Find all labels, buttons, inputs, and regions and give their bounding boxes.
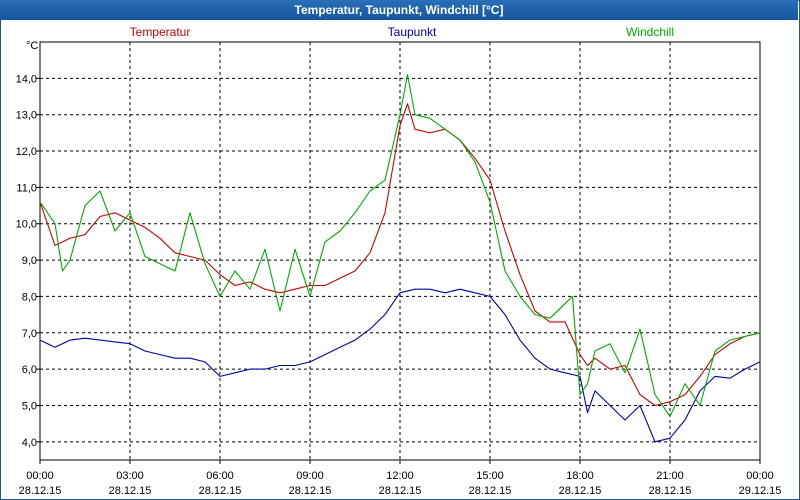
chart-title: Temperatur, Taupunkt, Windchill [°C] — [0, 0, 798, 20]
x-tick-time-label: 09:00 — [296, 470, 324, 482]
x-tick-time-label: 00:00 — [746, 470, 774, 482]
y-tick-label: 5,0 — [22, 400, 37, 412]
x-tick-time-label: 18:00 — [566, 470, 594, 482]
x-tick-date-label: 28.12.15 — [289, 485, 332, 497]
tick-labels: 4,0 5,0 6,0 7,0 8,0 9,0 10,0 11,0 12,0 13,0 14,0 00… — [16, 40, 782, 497]
x-tick-date-label: 28.12.15 — [469, 485, 512, 497]
x-tick-time-label: 12:00 — [386, 470, 414, 482]
legend-entry-windchill: Windchill — [626, 25, 674, 39]
legend-entry-temperatur: Temperatur — [130, 25, 191, 39]
series-line-windchill — [39, 74, 761, 417]
x-tick-time-label: 21:00 — [656, 470, 684, 482]
y-tick-label: 10,0 — [16, 219, 37, 231]
y-axis-unit-label: °C — [26, 40, 38, 52]
x-tick-date-label: 29.12.15 — [739, 485, 782, 497]
x-tick-time-label: 00:00 — [26, 470, 54, 482]
y-tick-label: 13,0 — [16, 110, 37, 122]
axes — [36, 41, 761, 464]
plot-border — [39, 41, 761, 461]
y-tick-label: 11,0 — [16, 182, 37, 194]
x-tick-date-label: 28.12.15 — [559, 485, 602, 497]
series-lines — [39, 74, 761, 443]
y-tick-label: 12,0 — [16, 146, 37, 158]
series-line-taupunkt — [39, 288, 761, 443]
series-line-temperatur — [39, 103, 761, 407]
legend: Temperatur Taupunkt Windchill — [130, 25, 674, 39]
grid — [39, 42, 761, 460]
x-tick-time-label: 06:00 — [206, 470, 234, 482]
y-tick-label: 6,0 — [22, 364, 37, 376]
x-tick-time-label: 03:00 — [116, 470, 144, 482]
y-tick-label: 7,0 — [22, 328, 37, 340]
y-tick-label: 14,0 — [16, 73, 37, 85]
y-tick-label: 9,0 — [22, 255, 37, 267]
y-tick-label: 8,0 — [22, 291, 37, 303]
x-tick-time-label: 15:00 — [476, 470, 504, 482]
x-tick-date-label: 28.12.15 — [109, 485, 152, 497]
legend-entry-taupunkt: Taupunkt — [388, 25, 437, 39]
x-tick-date-label: 28.12.15 — [19, 485, 62, 497]
x-tick-date-label: 28.12.15 — [649, 485, 692, 497]
x-tick-date-label: 28.12.15 — [199, 485, 242, 497]
y-tick-label: 4,0 — [22, 437, 37, 449]
x-tick-date-label: 28.12.15 — [379, 485, 422, 497]
